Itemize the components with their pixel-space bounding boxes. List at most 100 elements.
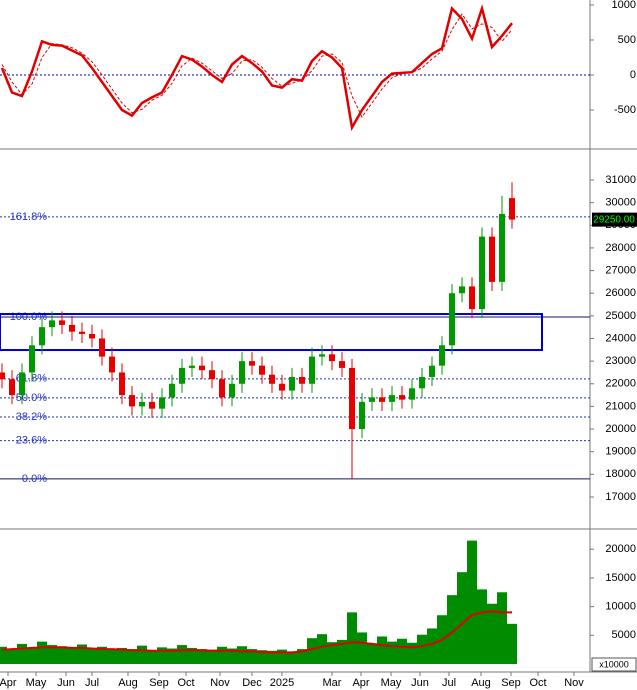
x-tick-label: Nov (564, 677, 584, 689)
volume-bar (257, 650, 267, 664)
y-tick-label: 28000 (605, 242, 636, 254)
volume-bar (397, 638, 407, 664)
candle-body (479, 236, 485, 310)
volume-bar (37, 641, 47, 664)
volume-bar (367, 643, 377, 664)
candle-body (49, 320, 55, 328)
volume-bar (417, 634, 427, 664)
volume-bar (277, 649, 287, 664)
x-tick-label: Jun (411, 677, 429, 689)
price-tag (592, 212, 637, 227)
unit-label: x10000 (599, 659, 629, 669)
y-tick-label: 25000 (605, 310, 636, 322)
candle-body (299, 376, 305, 384)
volume-bar (177, 645, 187, 664)
volume-bar (17, 643, 27, 664)
candle-body (509, 198, 515, 220)
x-tick-label: Jul (442, 677, 456, 689)
y-tick-label: 30000 (605, 197, 636, 209)
candle-body (39, 327, 45, 346)
y-tick-label: 20000 (605, 543, 636, 555)
volume-bar (137, 645, 147, 664)
candle-body (69, 324, 75, 332)
volume-bar (427, 628, 437, 664)
candle-body (339, 361, 345, 368)
volume-bar (307, 638, 317, 664)
volume-bar (237, 646, 247, 664)
candle-body (439, 345, 445, 366)
volume-bar (477, 589, 487, 664)
candle-body (489, 236, 495, 282)
candle-body (269, 374, 275, 384)
candle-body (29, 345, 35, 373)
volume-bar (247, 649, 257, 664)
x-tick-label: May (381, 677, 402, 689)
candle-body (209, 370, 215, 380)
volume-bar (187, 647, 197, 664)
candle-body (419, 376, 425, 389)
x-tick-label: Sep (149, 677, 169, 689)
y-tick-label: 18000 (605, 468, 636, 480)
candle-body (139, 401, 145, 407)
volume-bar (207, 649, 217, 664)
candle-body (219, 379, 225, 398)
candle-body (449, 293, 455, 346)
y-tick-label: 10000 (605, 601, 636, 613)
volume-bar (57, 646, 67, 664)
candle-body (469, 286, 475, 310)
volume-bar (27, 647, 37, 664)
candle-body (199, 365, 205, 371)
candle-body (409, 388, 415, 400)
candle-body (119, 372, 125, 396)
y-tick-label: 17000 (605, 491, 636, 503)
candle-body (89, 333, 95, 339)
volume-bar (0, 646, 7, 664)
candle-body (459, 286, 465, 294)
x-tick-label: Apr (0, 677, 17, 689)
volume-bar (347, 612, 357, 664)
candle-body (239, 361, 245, 384)
candle-body (9, 379, 15, 396)
candle-body (129, 395, 135, 407)
candle-body (369, 397, 375, 402)
fib-label: 23.6% (16, 435, 47, 447)
y-tick-label: 24000 (605, 332, 636, 344)
volume-bar (167, 648, 177, 664)
volume-bar (117, 647, 127, 664)
x-tick-label: Sep (501, 677, 521, 689)
volume-bar (507, 623, 517, 664)
y-tick-label: 27000 (605, 264, 636, 276)
y-tick-label: 5000 (612, 629, 636, 641)
volume-bar (217, 646, 227, 664)
volume-bar (497, 592, 507, 664)
x-tick-label: Aug (471, 677, 491, 689)
candle-body (99, 338, 105, 357)
y-tick-label: 23000 (605, 355, 636, 367)
volume-bar (77, 644, 87, 664)
x-tick-label: 2025 (270, 677, 294, 689)
volume-bar (127, 649, 137, 664)
volume-bar (147, 650, 157, 664)
volume-bar (407, 642, 417, 664)
candle-body (109, 356, 115, 373)
volume-bar (67, 647, 77, 664)
y-tick-label: -500 (614, 104, 636, 116)
x-tick-label: Jun (57, 677, 75, 689)
x-tick-label: Mar (323, 677, 342, 689)
candle-body (249, 361, 255, 366)
candle-body (159, 397, 165, 409)
x-tick-label: Nov (210, 677, 230, 689)
fib-label: 0.0% (22, 473, 47, 485)
x-tick-label: Jul (85, 677, 99, 689)
volume-bar (337, 639, 347, 664)
volume-bar (267, 650, 277, 664)
x-tick-label: Oct (177, 677, 194, 689)
candle-body (229, 383, 235, 398)
fib-label: 161.8% (10, 211, 48, 223)
volume-bar (447, 595, 457, 664)
volume-bar (357, 632, 367, 664)
x-tick-label: Dec (242, 677, 262, 689)
volume-bar (157, 647, 167, 664)
